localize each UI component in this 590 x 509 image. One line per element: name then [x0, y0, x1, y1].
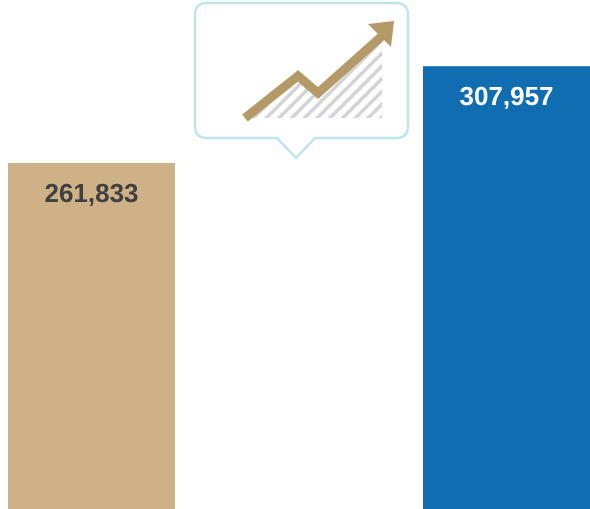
- value-label: 261,833: [45, 178, 139, 208]
- trend-line: [242, 32, 385, 122]
- bar: [8, 163, 175, 509]
- arrow-head: [368, 21, 394, 47]
- value-label: 307,957: [460, 81, 554, 111]
- trend-icon: [193, 1, 410, 160]
- bar: [423, 66, 590, 509]
